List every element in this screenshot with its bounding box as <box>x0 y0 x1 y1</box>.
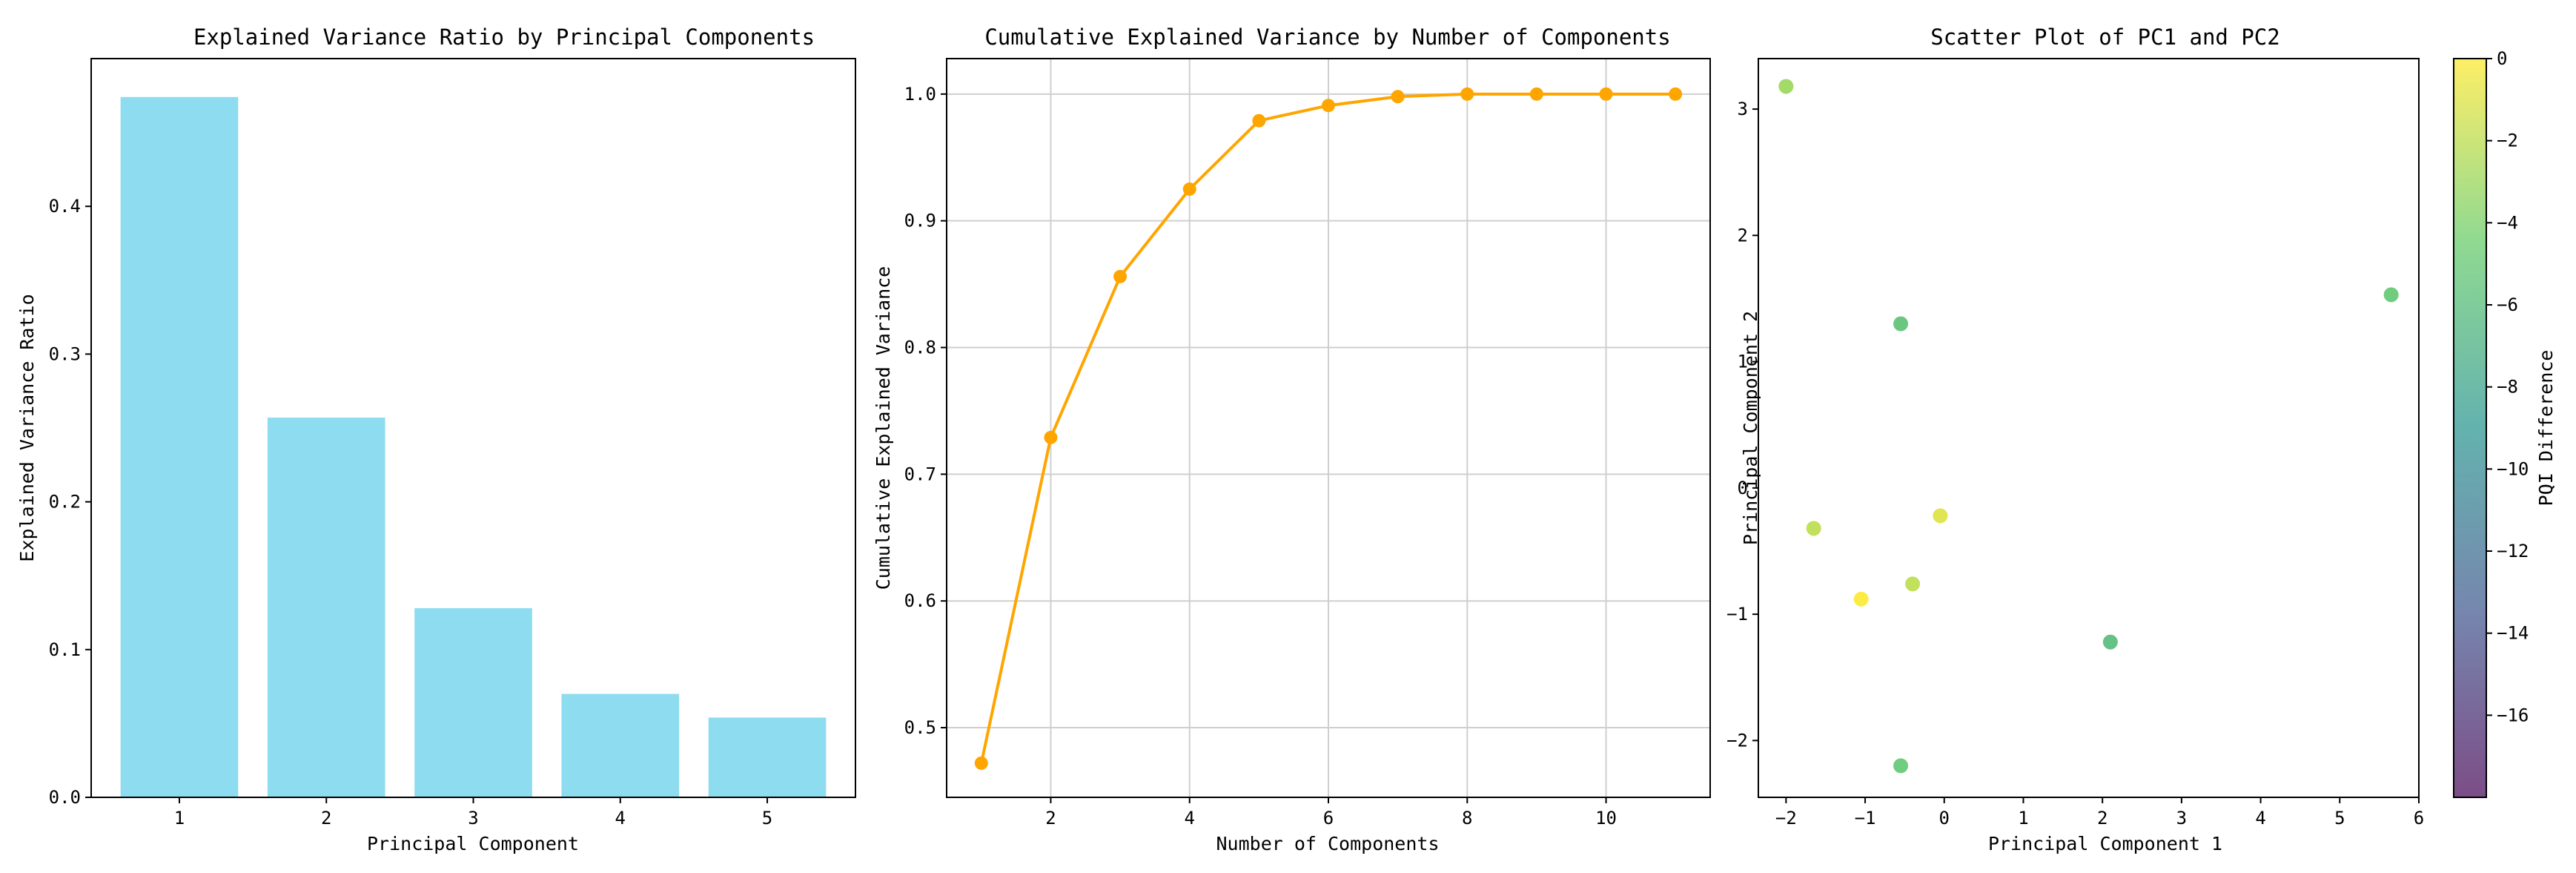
x-tick-label: 10 <box>1595 808 1617 828</box>
y-tick-label: −1 <box>1726 604 1748 625</box>
colorbar-label: PQI Difference <box>2535 350 2557 507</box>
scatter-point-9 <box>1893 758 1909 774</box>
x-tick-label: 2 <box>321 808 331 828</box>
colorbar-tick-label: 0 <box>2497 48 2507 69</box>
x-tick-label: 5 <box>2334 808 2345 828</box>
y-tick-label: 0.3 <box>49 343 81 364</box>
plot-area: −2 −1 0 1 2 3 4 5 6 −2 −1 0 1 2 3 <box>1726 79 2424 828</box>
y-tick-label: 0.2 <box>49 492 81 513</box>
y-tick-label: 2 <box>1738 225 1748 246</box>
data-point-7 <box>1391 90 1405 104</box>
scatter-point-2 <box>2383 287 2399 303</box>
bar-1 <box>120 96 239 798</box>
scatter-point-8 <box>2102 634 2118 650</box>
data-point-2 <box>1044 430 1058 444</box>
y-tick-label: 0.1 <box>49 639 81 660</box>
y-tick-label: 0.7 <box>904 464 936 484</box>
colorbar-tick-label: −2 <box>2497 131 2518 151</box>
colorbar-gradient <box>2453 58 2487 798</box>
y-tick-label: 0.9 <box>904 211 936 231</box>
cumulative-variance-line-chart: Cumulative Explained Variance by Number … <box>873 24 1711 854</box>
axes-frame <box>946 58 1711 798</box>
colorbar-tick-label: −14 <box>2497 623 2529 644</box>
y-tick-label: 0 <box>1738 478 1748 498</box>
y-tick-label: 1 <box>1738 352 1748 372</box>
chart-title: Scatter Plot of PC1 and PC2 <box>1930 24 2279 50</box>
colorbar-tick-label: −12 <box>2497 541 2529 561</box>
data-point-3 <box>1113 269 1128 283</box>
y-tick-label: 1.0 <box>904 84 936 105</box>
x-tick-label: 1 <box>174 808 185 828</box>
x-tick-label: 1 <box>2018 808 2028 828</box>
axes-frame <box>90 58 856 798</box>
data-point-10 <box>1599 87 1613 101</box>
x-tick-label: −2 <box>1775 808 1797 828</box>
data-point-11 <box>1669 87 1683 101</box>
data-point-8 <box>1460 87 1474 101</box>
colorbar-tick-label: −4 <box>2497 212 2518 233</box>
scatter-point-1 <box>1778 79 1794 94</box>
scatter-point-7 <box>1905 576 1921 592</box>
x-tick-label: 4 <box>1185 808 1195 828</box>
plot-area: 2 4 6 8 10 0.5 0.6 0.7 0.8 0.9 1.0 <box>904 59 1710 828</box>
scatter-point-5 <box>1933 508 1948 524</box>
colorbar-tick-label: −6 <box>2497 294 2518 315</box>
x-tick-label: 3 <box>2176 808 2187 828</box>
pc-scatter-chart: Scatter Plot of PC1 and PC2 −2 −1 0 1 2 3 4 5 6−… <box>1726 24 2557 854</box>
axes-frame <box>1758 58 2420 798</box>
y-tick-label: 0.4 <box>49 196 81 217</box>
bar-5 <box>708 717 827 797</box>
y-tick-label: 0.8 <box>904 337 936 358</box>
y-axis-label: Principal Component 2 <box>1740 311 1761 545</box>
x-tick-label: 4 <box>2255 808 2265 828</box>
y-tick-label: 0.5 <box>904 717 936 738</box>
y-tick-label: 0.0 <box>49 787 81 808</box>
x-tick-label: 3 <box>468 808 478 828</box>
data-point-1 <box>974 756 988 770</box>
plot-area: 1 2 3 4 5 0.0 0.1 0.2 0.3 0.4 <box>49 96 827 828</box>
x-tick-label: 0 <box>1939 808 1950 828</box>
colorbar-tick-label: −10 <box>2497 458 2529 479</box>
y-axis-label: Cumulative Explained Variance <box>873 266 894 590</box>
explained-variance-bar-chart: Explained Variance Ratio by Principal Co… <box>16 24 856 854</box>
x-tick-label: 4 <box>615 808 626 828</box>
y-tick-label: −2 <box>1726 730 1748 751</box>
chart-title: Cumulative Explained Variance by Number … <box>984 24 1670 50</box>
x-tick-label: 5 <box>762 808 772 828</box>
x-tick-label: 6 <box>1323 808 1334 828</box>
y-tick-label: 0.6 <box>904 590 936 611</box>
x-axis-label: Principal Component 1 <box>1988 833 2222 854</box>
bar-4 <box>561 694 680 797</box>
chart-title: Explained Variance Ratio by Principal Co… <box>193 24 815 50</box>
x-axis-label: Principal Component <box>367 833 579 854</box>
data-point-5 <box>1252 113 1266 128</box>
y-tick-label: 3 <box>1738 99 1748 119</box>
x-axis-label: Number of Components <box>1216 833 1439 854</box>
bar-2 <box>267 418 385 797</box>
x-tick-label: −1 <box>1855 808 1876 828</box>
x-tick-label: 2 <box>1045 808 1056 828</box>
scatter-point-6 <box>1853 591 1869 607</box>
x-tick-label: 8 <box>1462 808 1472 828</box>
bar-3 <box>414 608 532 797</box>
scatter-point-4 <box>1806 521 1821 536</box>
data-point-9 <box>1529 87 1543 101</box>
data-point-6 <box>1322 99 1335 113</box>
data-point-4 <box>1182 182 1196 196</box>
y-axis-label: Explained Variance Ratio <box>16 294 38 561</box>
scatter-point-3 <box>1893 316 1909 332</box>
colorbar: PQI Difference 0 −2 −4 −6 −8 −10 −12 −14 −16 <box>2453 48 2557 798</box>
x-tick-label: 2 <box>2097 808 2108 828</box>
colorbar-tick-label: −8 <box>2497 377 2518 398</box>
x-tick-label: 6 <box>2414 808 2424 828</box>
colorbar-tick-label: −16 <box>2497 705 2529 725</box>
